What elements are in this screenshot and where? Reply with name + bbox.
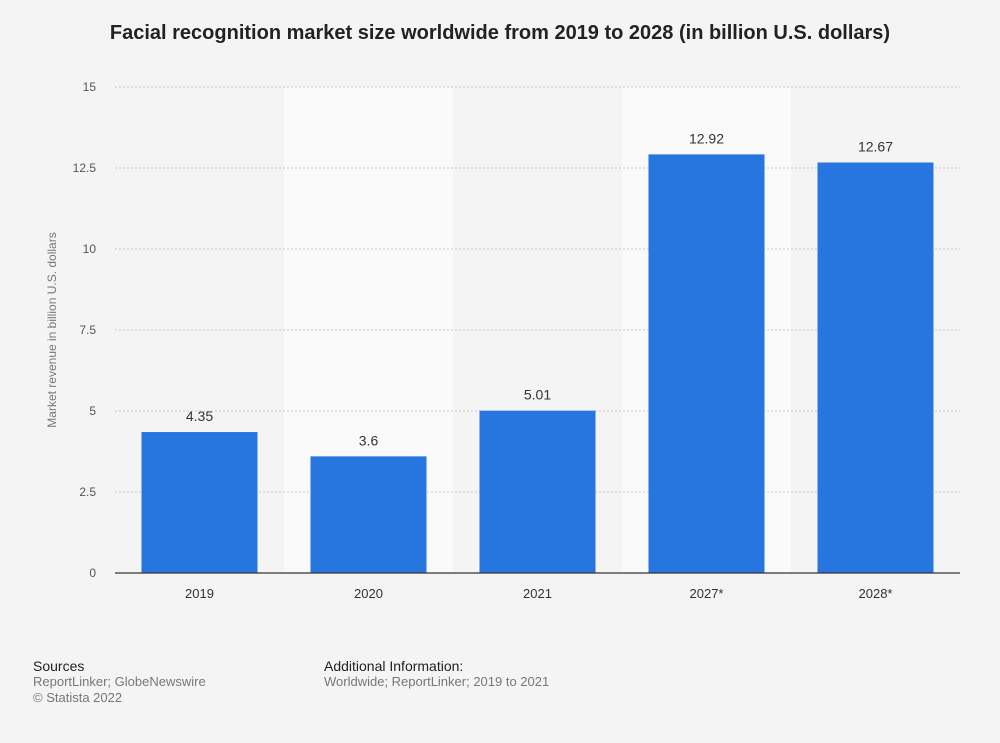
data-label: 12.92	[689, 130, 724, 146]
y-tick-label: 2.5	[79, 485, 96, 499]
x-tick-label: 2019	[185, 586, 214, 601]
sources-text: ReportLinker; GlobeNewswire	[33, 674, 206, 689]
y-tick-label: 10	[83, 242, 97, 256]
x-tick-label: 2027*	[690, 586, 724, 601]
bar	[648, 154, 765, 573]
additional-info-text: Worldwide; ReportLinker; 2019 to 2021	[324, 674, 550, 689]
data-label: 5.01	[524, 387, 551, 403]
y-tick-label: 0	[89, 566, 96, 580]
bar	[479, 410, 596, 573]
bar	[817, 162, 934, 573]
copyright-text: © Statista 2022	[33, 690, 123, 705]
data-label: 3.6	[359, 432, 379, 448]
bar	[141, 432, 258, 573]
x-tick-label: 2021	[523, 586, 552, 601]
x-tick-label: 2020	[354, 586, 383, 601]
additional-info-block: Additional Information: Worldwide; Repor…	[324, 658, 549, 690]
data-label: 12.67	[858, 138, 893, 154]
y-tick-label: 7.5	[79, 323, 96, 337]
sources-title: Sources	[33, 658, 85, 674]
bar	[310, 456, 427, 573]
y-axis-title: Market revenue in billion U.S. dollars	[45, 232, 59, 427]
data-label: 4.35	[186, 408, 213, 424]
additional-info-title: Additional Information:	[324, 658, 464, 674]
chart-title: Facial recognition market size worldwide…	[109, 22, 891, 44]
sources-block: Sources ReportLinker; GlobeNewswire © St…	[33, 658, 206, 706]
y-tick-label: 15	[83, 80, 97, 94]
y-tick-label: 12.5	[73, 161, 97, 175]
x-tick-label: 2028*	[859, 586, 893, 601]
y-tick-label: 5	[89, 404, 96, 418]
